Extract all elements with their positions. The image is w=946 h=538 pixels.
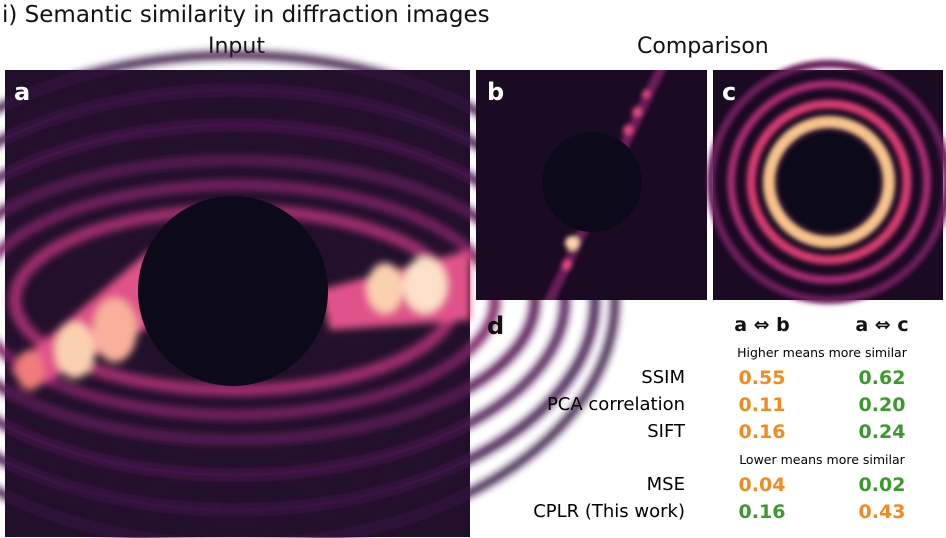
panel-label: d bbox=[487, 312, 505, 340]
column-header: a ⇔ c bbox=[855, 314, 909, 336]
cell-value: 0.16 bbox=[738, 421, 786, 443]
row-label: CPLR (This work) bbox=[533, 501, 685, 522]
cell-value: 0.62 bbox=[858, 367, 906, 389]
figure-title: i) Semantic similarity in diffraction im… bbox=[2, 2, 490, 28]
cell-value: 0.43 bbox=[858, 501, 906, 523]
row-label: MSE bbox=[646, 474, 685, 495]
cell-value: 0.16 bbox=[738, 501, 786, 523]
row-label: SIFT bbox=[647, 421, 685, 442]
panel-label: c bbox=[722, 78, 737, 106]
cell-value: 0.11 bbox=[738, 394, 786, 416]
cell-value: 0.20 bbox=[858, 394, 906, 416]
panel-label: a bbox=[14, 78, 31, 106]
row-label: SSIM bbox=[641, 367, 685, 388]
image-b bbox=[476, 70, 707, 300]
cell-value: 0.04 bbox=[738, 474, 786, 496]
row-label: PCA correlation bbox=[546, 394, 685, 415]
image-c bbox=[707, 60, 946, 304]
cell-value: 0.55 bbox=[738, 367, 786, 389]
column-header: a ⇔ b bbox=[734, 314, 790, 336]
cell-value: 0.24 bbox=[858, 421, 906, 443]
comparison-heading: Comparison bbox=[637, 34, 769, 59]
group-note: Lower means more similar bbox=[739, 452, 905, 467]
cell-value: 0.02 bbox=[858, 474, 906, 496]
group-note: Higher means more similar bbox=[737, 345, 907, 360]
panel-label: b bbox=[487, 78, 505, 106]
